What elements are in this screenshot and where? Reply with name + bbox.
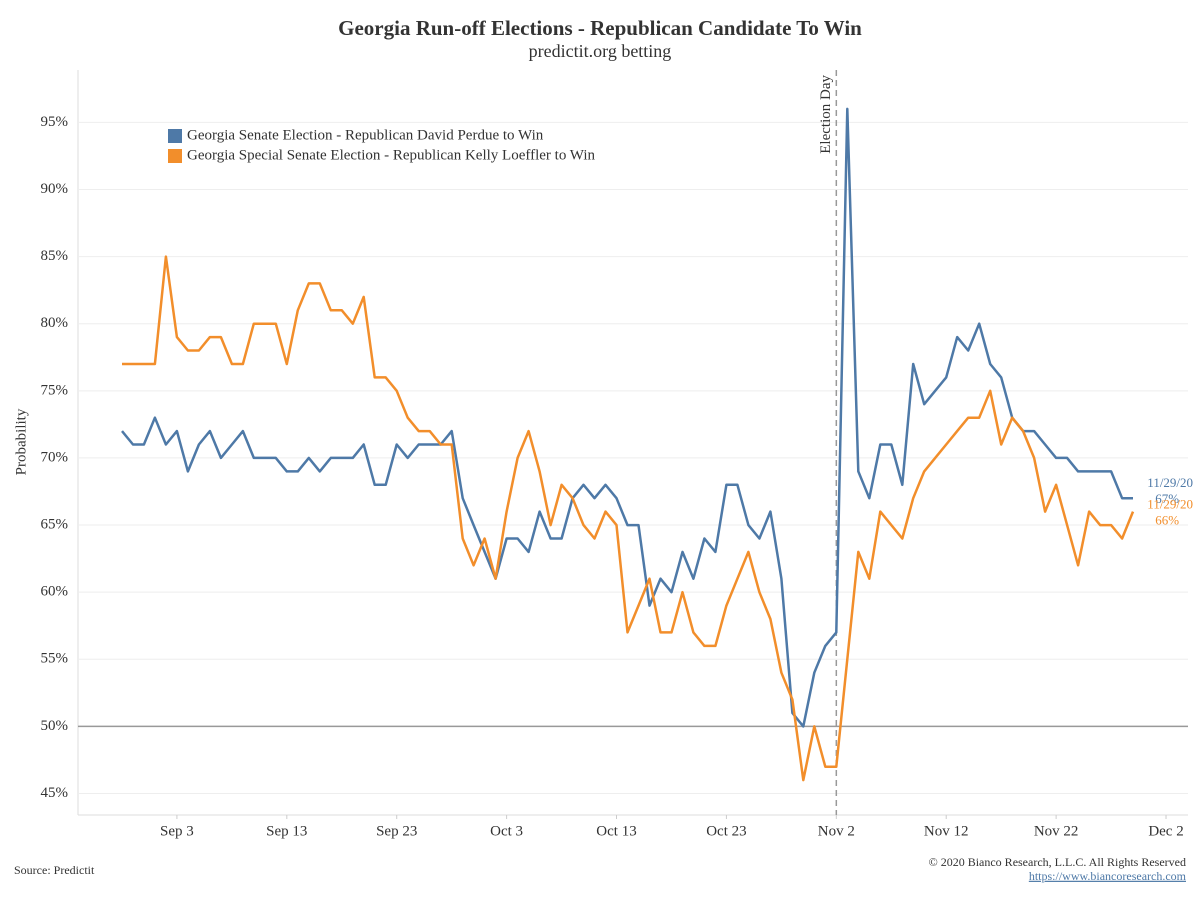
y-tick-label: 85%: [41, 248, 69, 264]
x-tick-label: Dec 2: [1148, 823, 1183, 839]
chart-title: Georgia Run-off Elections - Republican C…: [338, 16, 862, 40]
chart-subtitle: predictit.org betting: [529, 41, 672, 61]
x-tick-label: Oct 3: [490, 823, 523, 839]
url[interactable]: https://www.biancoresearch.com: [1029, 869, 1187, 883]
end-date-label: 11/29/20: [1147, 497, 1193, 512]
y-tick-label: 45%: [41, 785, 69, 801]
series-line: [122, 255, 1135, 782]
x-tick-label: Nov 2: [818, 823, 855, 839]
y-tick-label: 80%: [41, 315, 69, 331]
x-tick-label: Sep 3: [160, 823, 194, 839]
y-tick-label: 75%: [41, 382, 69, 398]
y-tick-label: 90%: [41, 181, 69, 197]
legend-swatch: [168, 149, 182, 163]
y-tick-label: 60%: [41, 584, 69, 600]
source: Source: Predictit: [14, 863, 95, 877]
y-axis-label: Probability: [13, 408, 29, 475]
x-tick-label: Oct 13: [596, 823, 636, 839]
legend-swatch: [168, 129, 182, 143]
series-line: [121, 107, 1133, 728]
y-tick-label: 70%: [41, 449, 69, 465]
y-tick-label: 65%: [41, 516, 69, 532]
x-tick-label: Sep 13: [266, 823, 307, 839]
x-tick-label: Nov 22: [1034, 823, 1079, 839]
legend-label: Georgia Senate Election - Republican Dav…: [187, 127, 544, 143]
x-tick-label: Nov 12: [924, 823, 969, 839]
y-tick-label: 95%: [41, 114, 69, 130]
election-day-label: Election Day: [818, 75, 834, 154]
y-tick-label: 55%: [41, 651, 69, 667]
end-value-label: 67%: [1155, 491, 1179, 506]
x-tick-label: Sep 23: [376, 823, 417, 839]
end-value-label: 66%: [1155, 513, 1179, 528]
y-tick-label: 50%: [41, 718, 69, 734]
copyright: © 2020 Bianco Research, L.L.C. All Right…: [929, 855, 1186, 869]
end-date-label: 11/29/20: [1147, 475, 1193, 490]
x-tick-label: Oct 23: [706, 823, 746, 839]
legend-label: Georgia Special Senate Election - Republ…: [187, 147, 596, 163]
